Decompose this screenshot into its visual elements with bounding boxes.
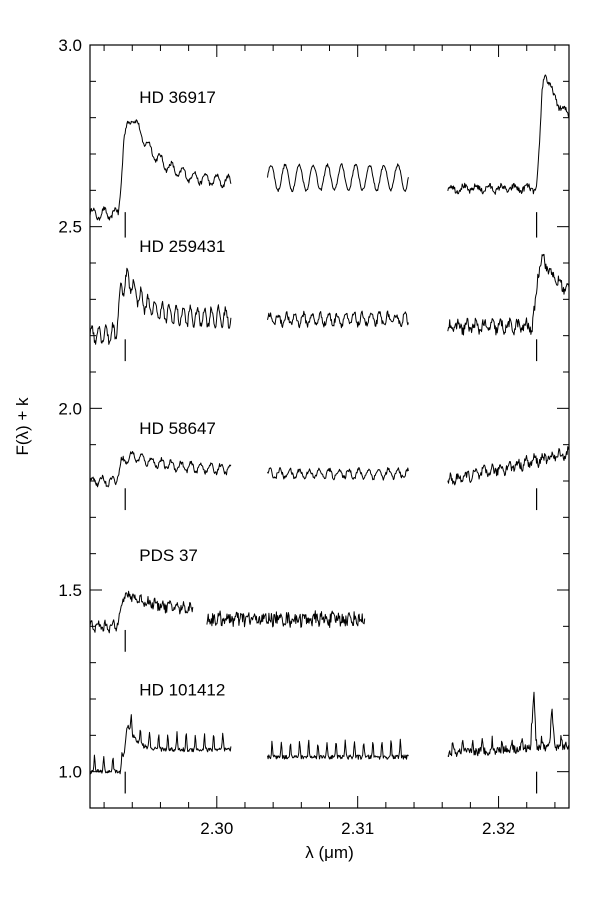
- y-axis-title: F(λ) + k: [13, 397, 32, 456]
- series-label: HD 259431: [139, 237, 225, 256]
- axes: 1.0 1.5 2.0 2.5 3.0 2.30 2.31 2.32: [58, 36, 570, 838]
- spectrum-series: [89, 253, 570, 362]
- spectrum-segment: [89, 590, 194, 634]
- spectrum-series: [89, 446, 570, 511]
- spectrum-segment: [447, 691, 570, 757]
- spectrum-segment: [89, 451, 232, 488]
- spectrum-segment: [206, 610, 366, 628]
- spectrum-segment: [89, 267, 232, 345]
- series-label: PDS 37: [139, 546, 198, 565]
- spectrum-segment: [267, 310, 409, 329]
- spectrum-series: [89, 590, 366, 652]
- spectrum-segment: [89, 714, 232, 775]
- spectrum-segment: [267, 738, 409, 760]
- y-tick-label: 2.5: [58, 218, 82, 237]
- y-tick-label: 2.0: [58, 399, 82, 418]
- series-label: HD 36917: [139, 88, 216, 107]
- star-labels: HD 36917 HD 259431 HD 58647 PDS 37 HD 101412: [139, 88, 225, 699]
- y-tick-label: 1.5: [58, 581, 82, 600]
- spectrum-segment: [89, 119, 232, 221]
- spectrum-series: [89, 691, 570, 794]
- y-tick-label: 1.0: [58, 763, 82, 782]
- x-tick-label: 2.30: [200, 819, 233, 838]
- x-tick-label: 2.31: [341, 819, 374, 838]
- x-tick-label: 2.32: [482, 819, 515, 838]
- series-label: HD 58647: [139, 419, 216, 438]
- plot-area: HD 36917 HD 259431 HD 58647 PDS 37 HD 101412: [89, 74, 570, 794]
- spectrum-segment: [447, 253, 570, 336]
- spectrum-segment: [267, 163, 409, 193]
- spectrum-series: [89, 74, 570, 238]
- series-label: HD 101412: [139, 680, 225, 699]
- x-axis-title: λ (μm): [305, 843, 354, 862]
- spectrum-segment: [447, 446, 570, 486]
- spectrum-segment: [267, 467, 409, 481]
- y-tick-label: 3.0: [58, 36, 82, 55]
- spectrum-segment: [447, 74, 570, 195]
